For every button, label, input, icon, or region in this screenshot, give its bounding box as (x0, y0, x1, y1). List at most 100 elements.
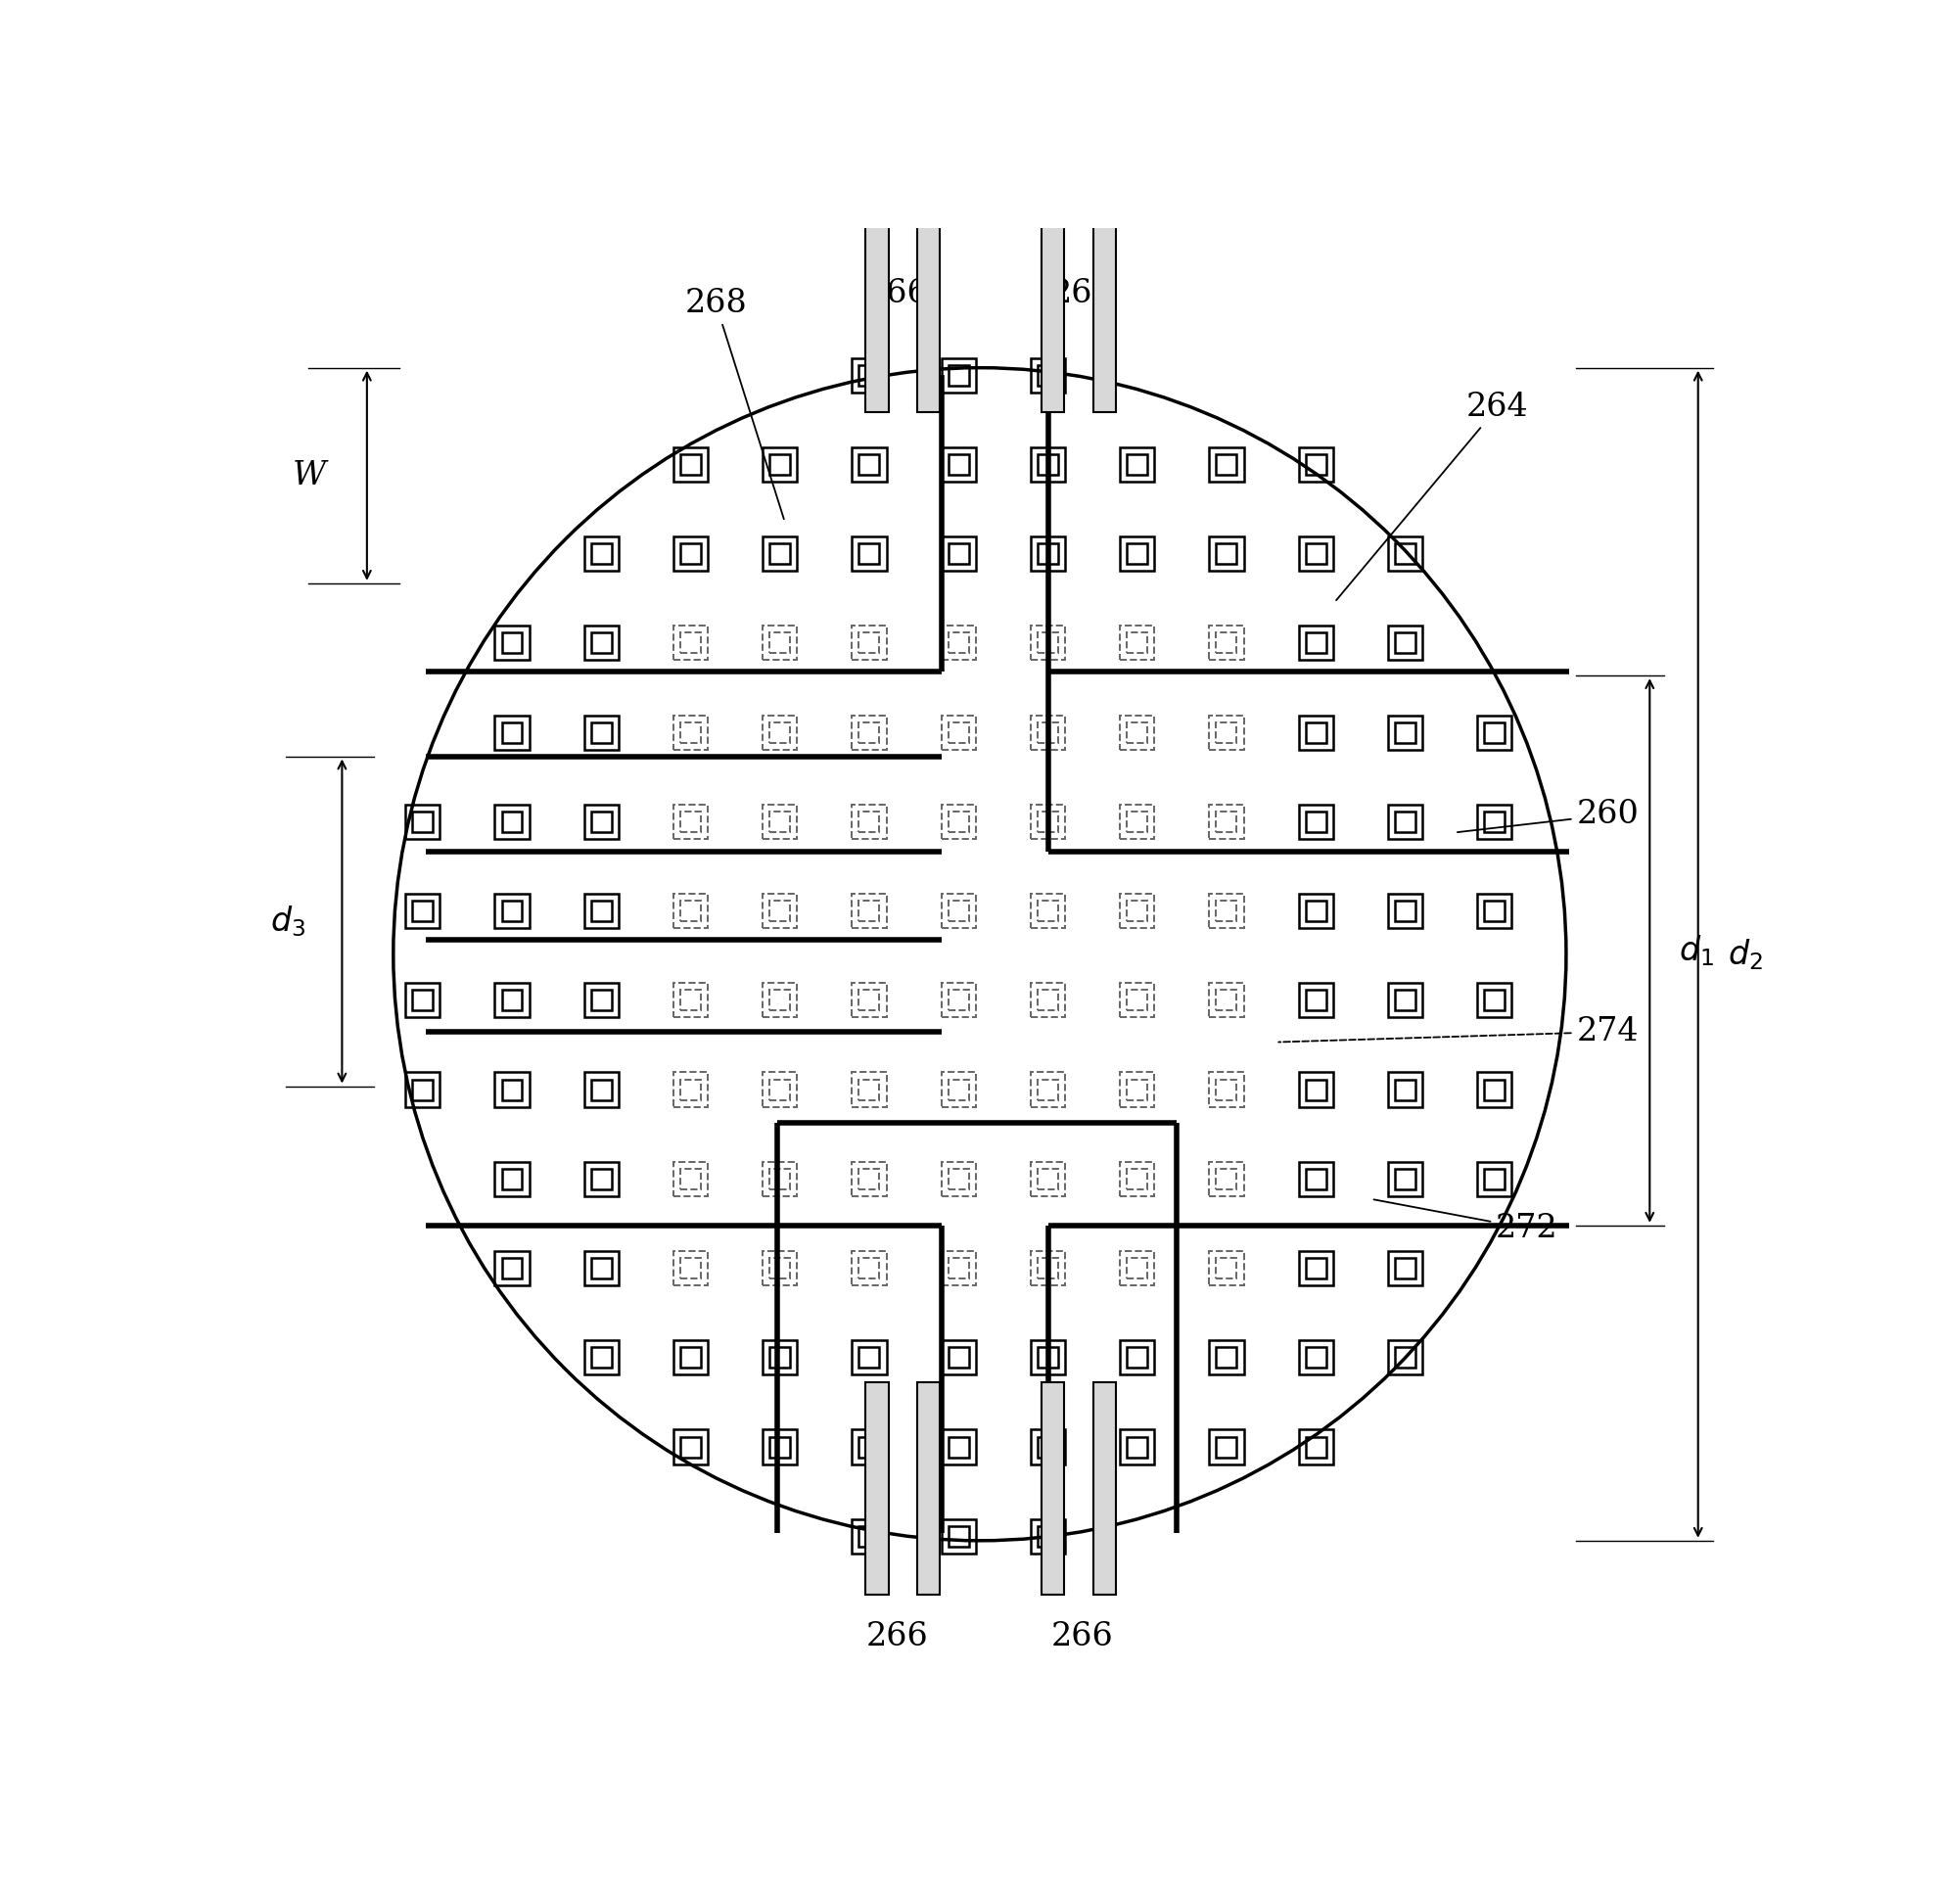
Text: 266: 266 (866, 1622, 928, 1653)
Bar (592, 1259, 611, 1278)
Bar (1208, 1072, 1243, 1106)
Bar (1298, 1430, 1333, 1464)
Bar (1031, 447, 1064, 482)
Bar (852, 1072, 887, 1106)
Bar (1208, 893, 1243, 929)
Bar (502, 1169, 522, 1190)
Bar (1121, 805, 1154, 840)
Bar (852, 1430, 887, 1464)
Bar (1127, 811, 1148, 832)
Bar (763, 805, 798, 840)
Bar (1306, 722, 1325, 743)
Bar (763, 893, 798, 929)
Bar (1395, 1348, 1415, 1367)
Bar (769, 1348, 790, 1367)
Bar (1395, 543, 1415, 564)
Bar (681, 1438, 701, 1457)
Bar (502, 990, 522, 1011)
Bar (948, 1259, 969, 1278)
Bar (673, 1072, 708, 1106)
Bar (673, 982, 708, 1017)
Bar (1298, 1251, 1333, 1285)
Bar (852, 716, 887, 750)
Bar (1127, 1169, 1148, 1190)
Bar (763, 537, 798, 571)
Bar (1306, 1169, 1325, 1190)
Bar (1037, 455, 1059, 474)
Bar (1387, 537, 1423, 571)
Bar (1208, 447, 1243, 482)
Bar (763, 716, 798, 750)
Bar (942, 447, 975, 482)
Bar (769, 722, 790, 743)
Bar (858, 366, 880, 385)
Bar (769, 1438, 790, 1457)
Bar (1037, 366, 1059, 385)
Bar (1485, 811, 1504, 832)
Bar (1127, 990, 1148, 1011)
Bar (413, 1080, 432, 1101)
Bar (917, 200, 940, 411)
Bar (584, 1251, 619, 1285)
Bar (858, 811, 880, 832)
Bar (942, 716, 975, 750)
Bar (1031, 358, 1064, 392)
Bar (858, 1080, 880, 1101)
Bar (1121, 1161, 1154, 1196)
Bar (502, 1080, 522, 1101)
Bar (1037, 543, 1059, 564)
Bar (1127, 1080, 1148, 1101)
Bar (1094, 200, 1115, 411)
Bar (948, 1525, 969, 1546)
Bar (852, 626, 887, 661)
Text: 272: 272 (1374, 1200, 1559, 1243)
Bar (948, 811, 969, 832)
Bar (948, 901, 969, 922)
Bar (763, 1430, 798, 1464)
Bar (1208, 1251, 1243, 1285)
Bar (502, 901, 522, 922)
Bar (1306, 990, 1325, 1011)
Bar (1037, 901, 1059, 922)
Bar (681, 543, 701, 564)
Bar (1127, 1438, 1148, 1457)
Bar (592, 543, 611, 564)
Bar (1127, 1259, 1148, 1278)
Bar (948, 1169, 969, 1190)
Bar (681, 1080, 701, 1101)
Bar (673, 626, 708, 661)
Bar (1031, 1430, 1064, 1464)
Bar (502, 1259, 522, 1278)
Bar (858, 632, 880, 653)
Bar (769, 632, 790, 653)
Bar (1298, 805, 1333, 840)
Bar (858, 990, 880, 1011)
Bar (858, 1525, 880, 1546)
Bar (1387, 1161, 1423, 1196)
Bar (1208, 626, 1243, 661)
Bar (769, 455, 790, 474)
Bar (1306, 1080, 1325, 1101)
Bar (948, 543, 969, 564)
Bar (858, 1259, 880, 1278)
Bar (1208, 982, 1243, 1017)
Bar (1121, 447, 1154, 482)
Bar (592, 811, 611, 832)
Bar (673, 1251, 708, 1285)
Text: 266: 266 (866, 278, 928, 308)
Bar (1127, 632, 1148, 653)
Bar (1031, 893, 1064, 929)
Bar (1306, 455, 1325, 474)
Bar (1298, 626, 1333, 661)
Bar (1208, 1161, 1243, 1196)
Bar (763, 982, 798, 1017)
Bar (405, 805, 440, 840)
Bar (681, 901, 701, 922)
Bar (852, 1340, 887, 1375)
Bar (584, 626, 619, 661)
Bar (1216, 1259, 1238, 1278)
Bar (1477, 716, 1512, 750)
Text: $d_2$: $d_2$ (1728, 937, 1763, 971)
Bar (1127, 901, 1148, 922)
Bar (1298, 982, 1333, 1017)
